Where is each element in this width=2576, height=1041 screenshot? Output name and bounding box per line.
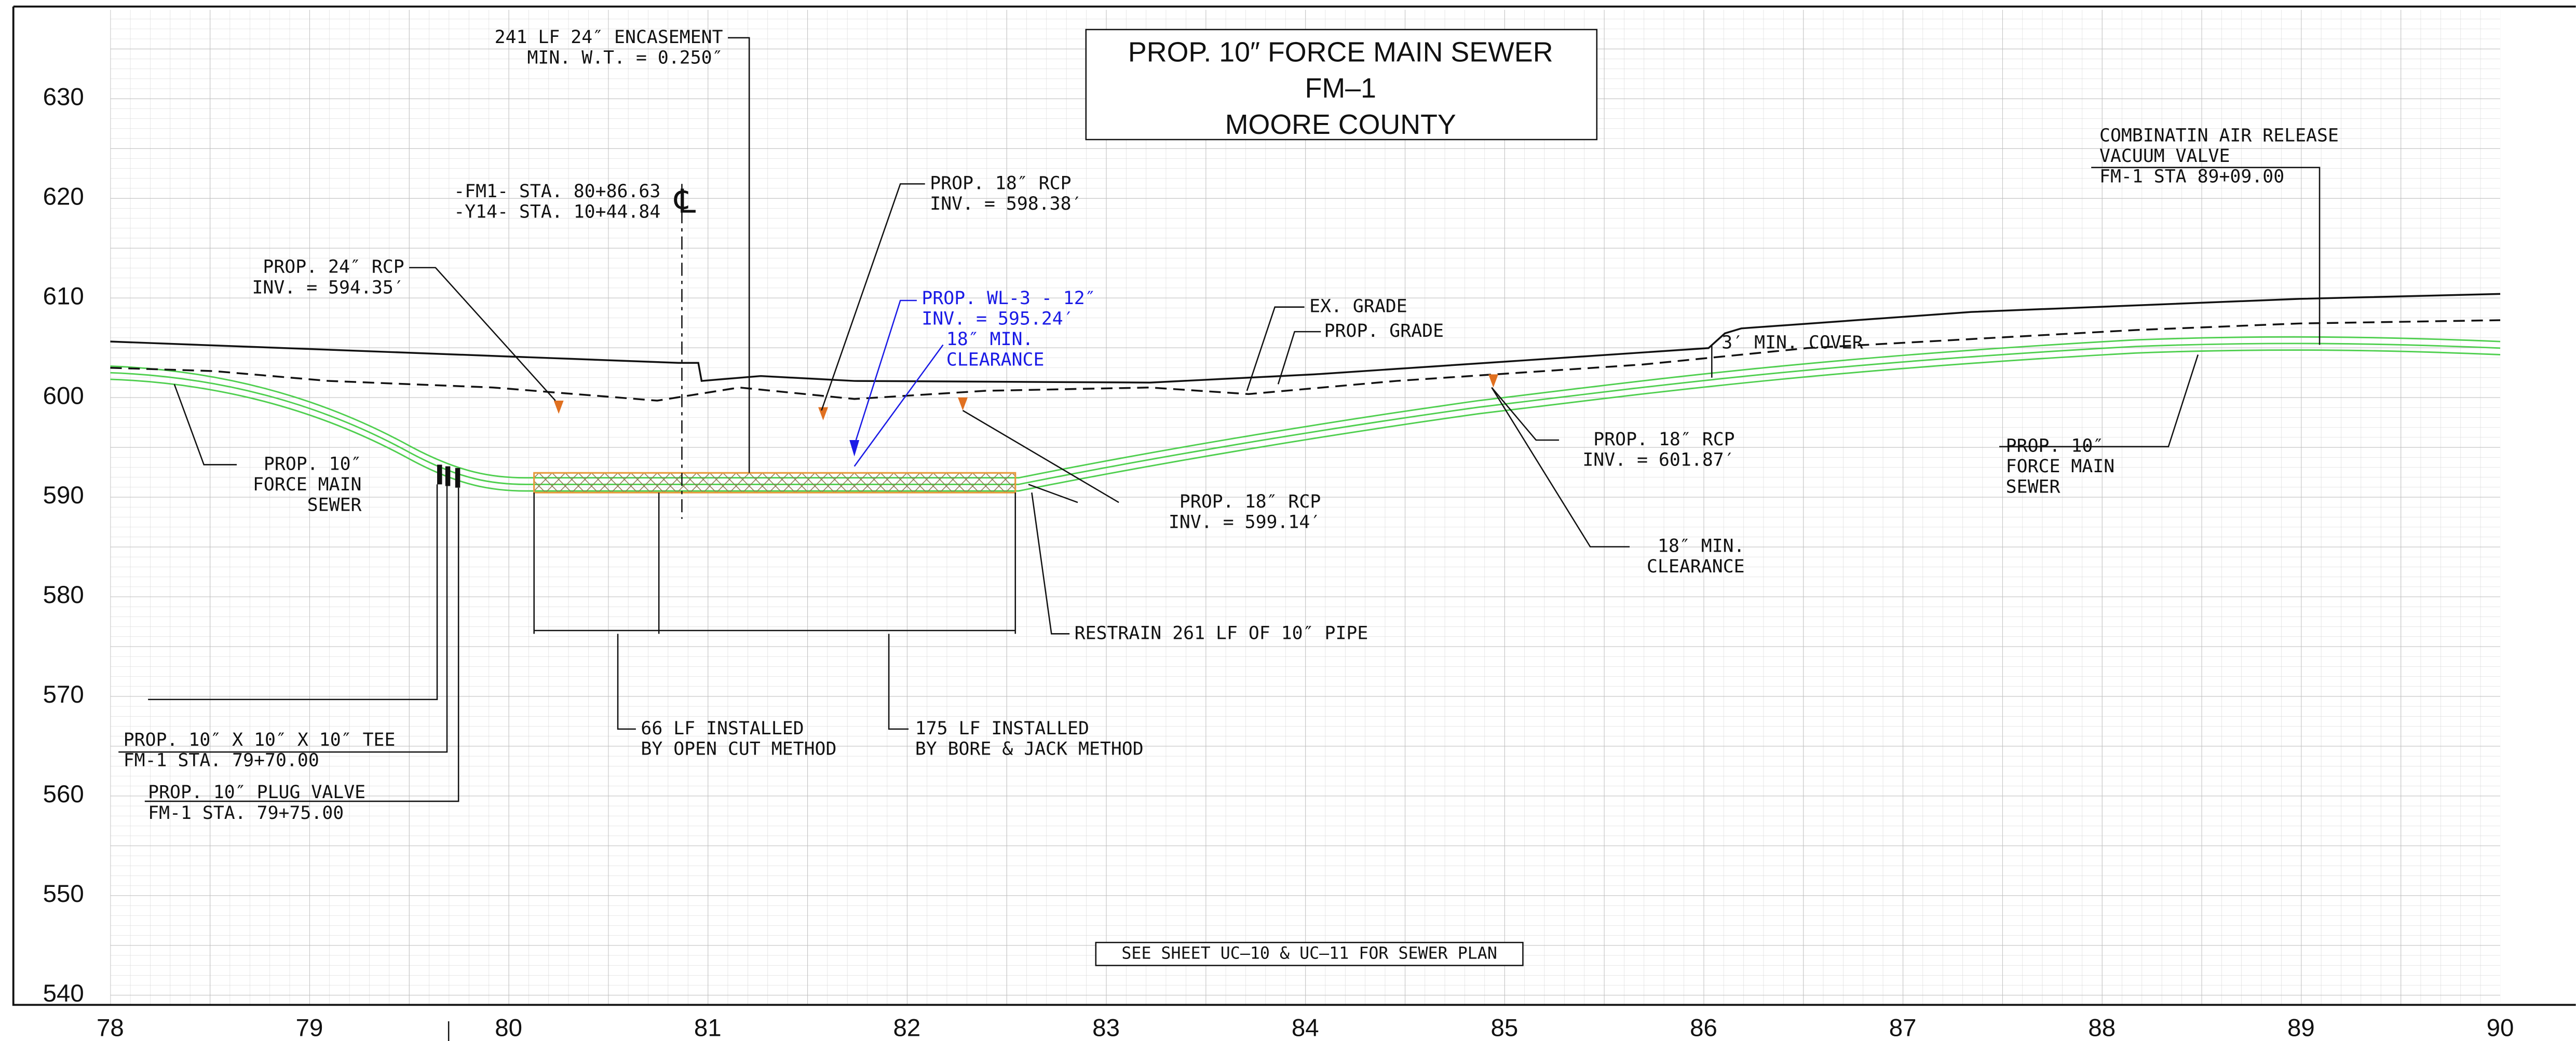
station-label: 87 — [1889, 1014, 1917, 1041]
annotation-line: 18″ MIN. — [946, 329, 1034, 350]
station-label: 88 — [2088, 1014, 2116, 1041]
elevation-label: 630 — [43, 83, 84, 111]
elevation-label: 560 — [43, 780, 84, 808]
existing-grade — [110, 293, 2501, 383]
annotation-line: FORCE MAIN — [253, 474, 362, 495]
annotation-line: 66 LF INSTALLED — [641, 718, 804, 739]
title-line: FM–1 — [1305, 73, 1376, 104]
station-label: 86 — [1690, 1014, 1717, 1041]
annotation-line: PROP. 10″ X 10″ X 10″ TEE — [124, 730, 396, 750]
station-label: 83 — [1092, 1014, 1120, 1041]
annotation-line: INV. = 601.87′ — [1582, 450, 1734, 471]
annotation-line: INV. = 599.14′ — [1169, 512, 1321, 533]
annotation-line: PROP. 24″ RCP — [263, 257, 404, 278]
major-grid — [110, 9, 2501, 1005]
annotation-line: PROP. 10″ — [2006, 436, 2104, 457]
annotation-line: MIN. W.T. = 0.250″ — [527, 47, 723, 68]
station-label: 79 — [296, 1014, 323, 1041]
force-main-pipe — [110, 336, 2501, 492]
station-label: 84 — [1292, 1014, 1319, 1041]
annotation-line: 18″ MIN. — [1658, 536, 1745, 557]
annotation-line: BY BORE & JACK METHOD — [915, 738, 1144, 759]
annotation-line: 241 LF 24″ ENCASEMENT — [495, 27, 723, 48]
annotation-line: INV. = 598.38′ — [930, 194, 1082, 214]
elevation-label: 620 — [43, 183, 84, 210]
elevation-label: 600 — [43, 382, 84, 409]
annotation-line: FM-1 STA. 79+75.00 — [148, 803, 344, 824]
elevation-label: 540 — [43, 980, 84, 1007]
annotation-line: PROP. GRADE — [1324, 321, 1444, 341]
annotation-line: SEWER — [307, 495, 362, 516]
station-label: 81 — [694, 1014, 722, 1041]
title-line: MOORE COUNTY — [1225, 109, 1456, 140]
annotation-line: EX. GRADE — [1309, 296, 1407, 317]
annotation-line: INV. = 595.24′ — [921, 308, 1074, 329]
annotation-line: -FM1- STA. 80+86.63 — [454, 181, 660, 202]
elevation-label: 590 — [43, 482, 84, 509]
annotation-line: FORCE MAIN — [2006, 456, 2115, 477]
frame — [12, 5, 2576, 1006]
annotation-line: PROP. 18″ RCP — [1593, 429, 1734, 450]
annotation-line: 175 LF INSTALLED — [915, 718, 1089, 739]
station-label: 80 — [495, 1014, 522, 1041]
annotation-line: RESTRAIN 261 LF OF 10″ PIPE — [1075, 623, 1368, 643]
title-box — [1085, 29, 1598, 141]
annotation-line: CLEARANCE — [1647, 556, 1745, 577]
leaders — [118, 37, 2321, 802]
annotation-line: FM-1 STA 89+09.00 — [2099, 167, 2284, 187]
title-line: PROP. 10″ FORCE MAIN SEWER — [1128, 37, 1553, 68]
crossings — [437, 374, 1498, 488]
annotation-line: VACUUM VALVE — [2099, 146, 2230, 167]
station-label: 90 — [2487, 1014, 2514, 1041]
annotation-line: PROP. WL-3 - 12″ — [921, 288, 1095, 309]
annotation-line: PROP. 10″ PLUG VALVE — [148, 782, 365, 803]
annotation-line: PROP. 18″ RCP — [930, 173, 1071, 194]
annotation-line: COMBINATIN AIR RELEASE — [2099, 126, 2339, 146]
annotation-line: BY OPEN CUT METHOD — [641, 738, 836, 759]
elevation-label: 550 — [43, 880, 84, 908]
annotation-line: SEWER — [2006, 477, 2060, 498]
annotation-line: CLEARANCE — [946, 350, 1045, 371]
annotation-line: PROP. 10″ — [264, 454, 362, 474]
station-label: 85 — [1490, 1014, 1518, 1041]
elevation-label: 580 — [43, 581, 84, 609]
encasement — [533, 472, 1016, 494]
centerline-symbol: ℄ — [673, 182, 696, 221]
proposed-grade — [110, 319, 2501, 402]
station-label: 82 — [893, 1014, 921, 1041]
elevation-label: 610 — [43, 282, 84, 310]
annotation-line: FM-1 STA. 79+70.00 — [124, 750, 319, 771]
station-label: 89 — [2287, 1014, 2315, 1041]
annotation-line: INV. = 594.35′ — [252, 277, 404, 298]
note-box — [1095, 941, 1524, 966]
elevation-label: 570 — [43, 681, 84, 708]
annotation-line: PROP. 18″ RCP — [1179, 491, 1321, 512]
station-label: 78 — [97, 1014, 124, 1041]
annotation-line: -Y14- STA. 10+44.84 — [454, 202, 660, 223]
annotation-line: 3′ MIN. COVER — [1721, 332, 1863, 353]
sheet-note: SEE SHEET UC–10 & UC–11 FOR SEWER PLAN — [1121, 944, 1497, 963]
